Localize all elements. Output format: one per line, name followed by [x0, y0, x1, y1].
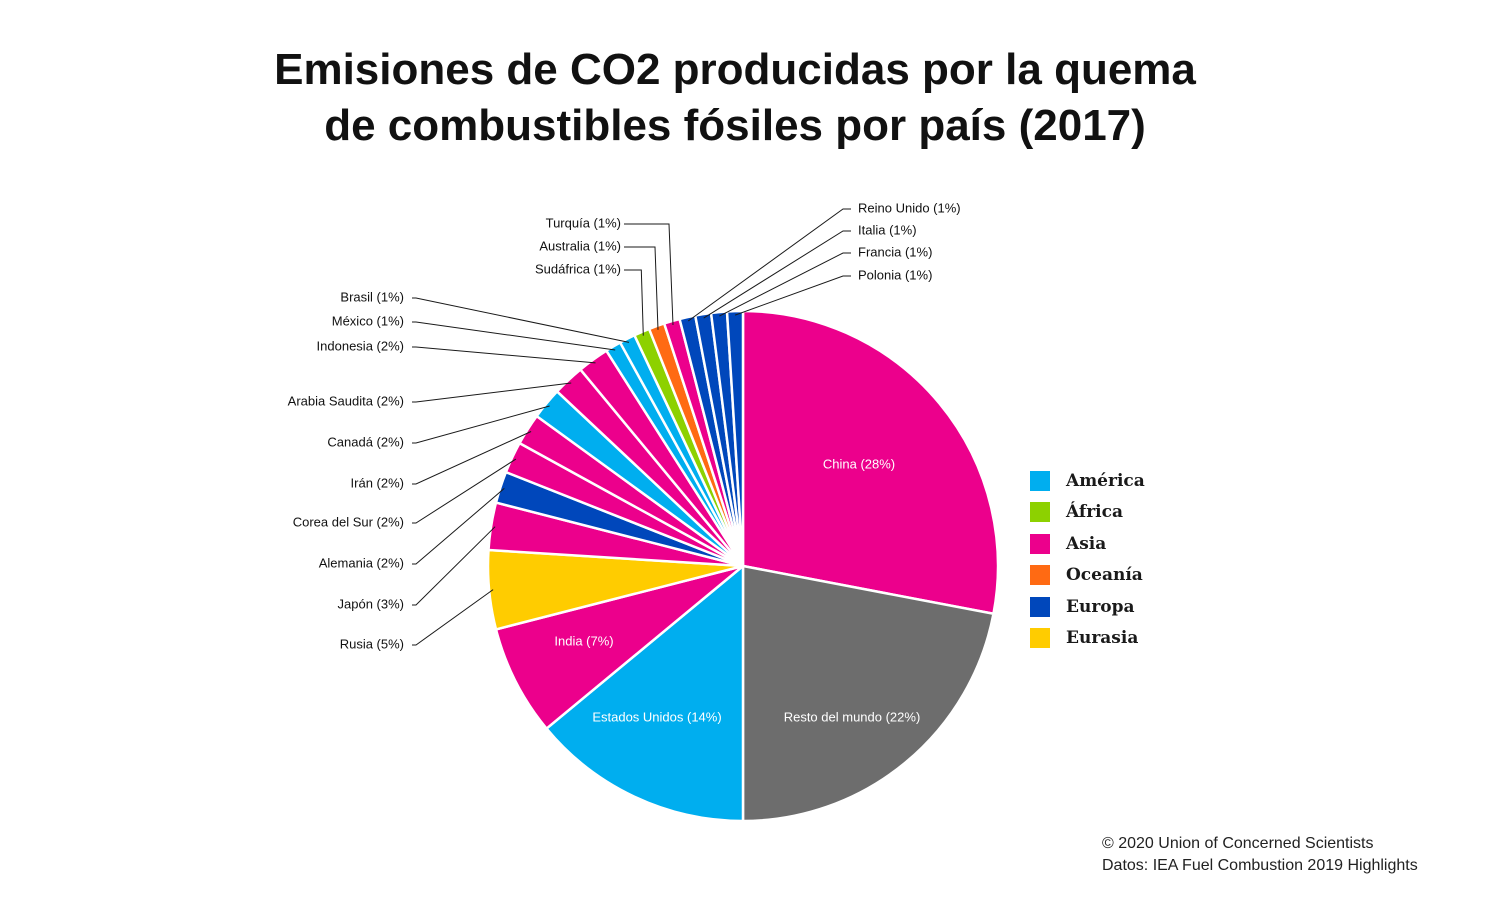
slice-label-iran: Irán (2%) — [351, 475, 404, 490]
legend-swatch-oceania — [1030, 565, 1050, 586]
leader-line-polonia — [734, 275, 851, 316]
slice-label-francia: Francia (1%) — [858, 244, 932, 259]
slice-label-china: China (28%) — [823, 456, 895, 471]
pie-slices — [486, 309, 1000, 823]
slice-label-arabia-saudita: Arabia Saudita (2%) — [288, 393, 404, 408]
legend-label-oceania: Oceanía — [1066, 565, 1143, 586]
leader-line-italia — [703, 230, 851, 319]
slice-label-canada: Canadá (2%) — [327, 434, 404, 449]
leader-line-iran — [412, 431, 532, 485]
legend-label-eurasia: Eurasia — [1066, 628, 1139, 649]
pie-slice-estados-unidos — [545, 564, 745, 823]
leader-line-indonesia — [412, 346, 596, 364]
legend-label-asia: Asia — [1066, 533, 1107, 554]
legend-item-africa: África — [1030, 497, 1145, 529]
slice-label-japon: Japón (3%) — [338, 596, 404, 611]
slice-label-brasil: Brasil (1%) — [340, 289, 404, 304]
pie-slice-china — [741, 309, 1000, 616]
slice-label-india: India (7%) — [554, 633, 613, 648]
slice-label-polonia: Polonia (1%) — [858, 267, 932, 282]
slice-label-mexico: México (1%) — [332, 313, 404, 328]
leader-line-sudafrica — [624, 269, 644, 336]
slice-label-resto-del-mundo: Resto del mundo (22%) — [784, 709, 921, 724]
slice-label-alemania: Alemania (2%) — [319, 555, 404, 570]
legend-swatch-europa — [1030, 596, 1050, 617]
credits-source: Datos: IEA Fuel Combustion 2019 Highligh… — [1102, 857, 1418, 874]
leader-line-turquia — [624, 223, 674, 326]
leader-line-corea-del-sur — [412, 458, 517, 524]
leader-line-japon — [412, 526, 496, 606]
slice-label-corea-del-sur: Corea del Sur (2%) — [293, 514, 404, 529]
callout-leader-lines — [412, 208, 851, 646]
legend-swatch-america — [1030, 470, 1050, 491]
pie-slice-resto-del-mundo — [741, 564, 995, 823]
slice-label-italia: Italia (1%) — [858, 222, 917, 237]
chart-title: Emisiones de CO2 producidas por la quema… — [0, 42, 1470, 154]
chart-title-line-1: Emisiones de CO2 producidas por la quema — [274, 45, 1196, 94]
legend-item-america: América — [1030, 465, 1145, 497]
legend-item-asia: Asia — [1030, 528, 1145, 560]
credits: © 2020 Union of Concerned Scientists Dat… — [1102, 833, 1418, 877]
pie-slice-polonia — [725, 309, 745, 568]
leader-line-alemania — [412, 488, 505, 565]
chart-title-line-2: de combustibles fósiles por país (2017) — [324, 101, 1146, 150]
leader-line-australia — [624, 246, 659, 330]
slice-label-rusia: Rusia (5%) — [340, 636, 404, 651]
slice-label-indonesia: Indonesia (2%) — [317, 338, 404, 353]
leader-line-canada — [412, 405, 550, 444]
legend-label-america: América — [1066, 470, 1145, 491]
leader-line-francia — [719, 252, 851, 317]
leader-line-rusia — [412, 589, 494, 646]
legend-swatch-eurasia — [1030, 628, 1050, 649]
legend-swatch-asia — [1030, 533, 1050, 554]
legend-item-europa: Europa — [1030, 591, 1145, 623]
leader-line-mexico — [412, 321, 616, 351]
legend-item-eurasia: Eurasia — [1030, 623, 1145, 655]
leader-line-reino-unido — [687, 208, 851, 322]
slice-label-australia: Australia (1%) — [539, 238, 621, 253]
legend-label-europa: Europa — [1066, 596, 1135, 617]
slice-labels: China (28%) Resto del mundo (22%) Estados … — [288, 200, 961, 724]
legend-item-oceania: Oceanía — [1030, 560, 1145, 592]
slice-label-sudafrica: Sudáfrica (1%) — [535, 261, 621, 276]
slice-label-reino-unido: Reino Unido (1%) — [858, 200, 961, 215]
credits-copyright: © 2020 Union of Concerned Scientists — [1102, 835, 1374, 852]
slice-label-estados-unidos: Estados Unidos (14%) — [592, 709, 721, 724]
legend: América África Asia Oceanía Europa Eurasia — [1030, 465, 1145, 654]
leader-line-brasil — [412, 297, 630, 343]
legend-label-africa: África — [1066, 502, 1123, 523]
pie-slice-india — [494, 564, 745, 730]
slice-label-turquia: Turquía (1%) — [546, 215, 621, 230]
legend-swatch-africa — [1030, 502, 1050, 523]
leader-line-arabia-saudita — [412, 382, 572, 403]
